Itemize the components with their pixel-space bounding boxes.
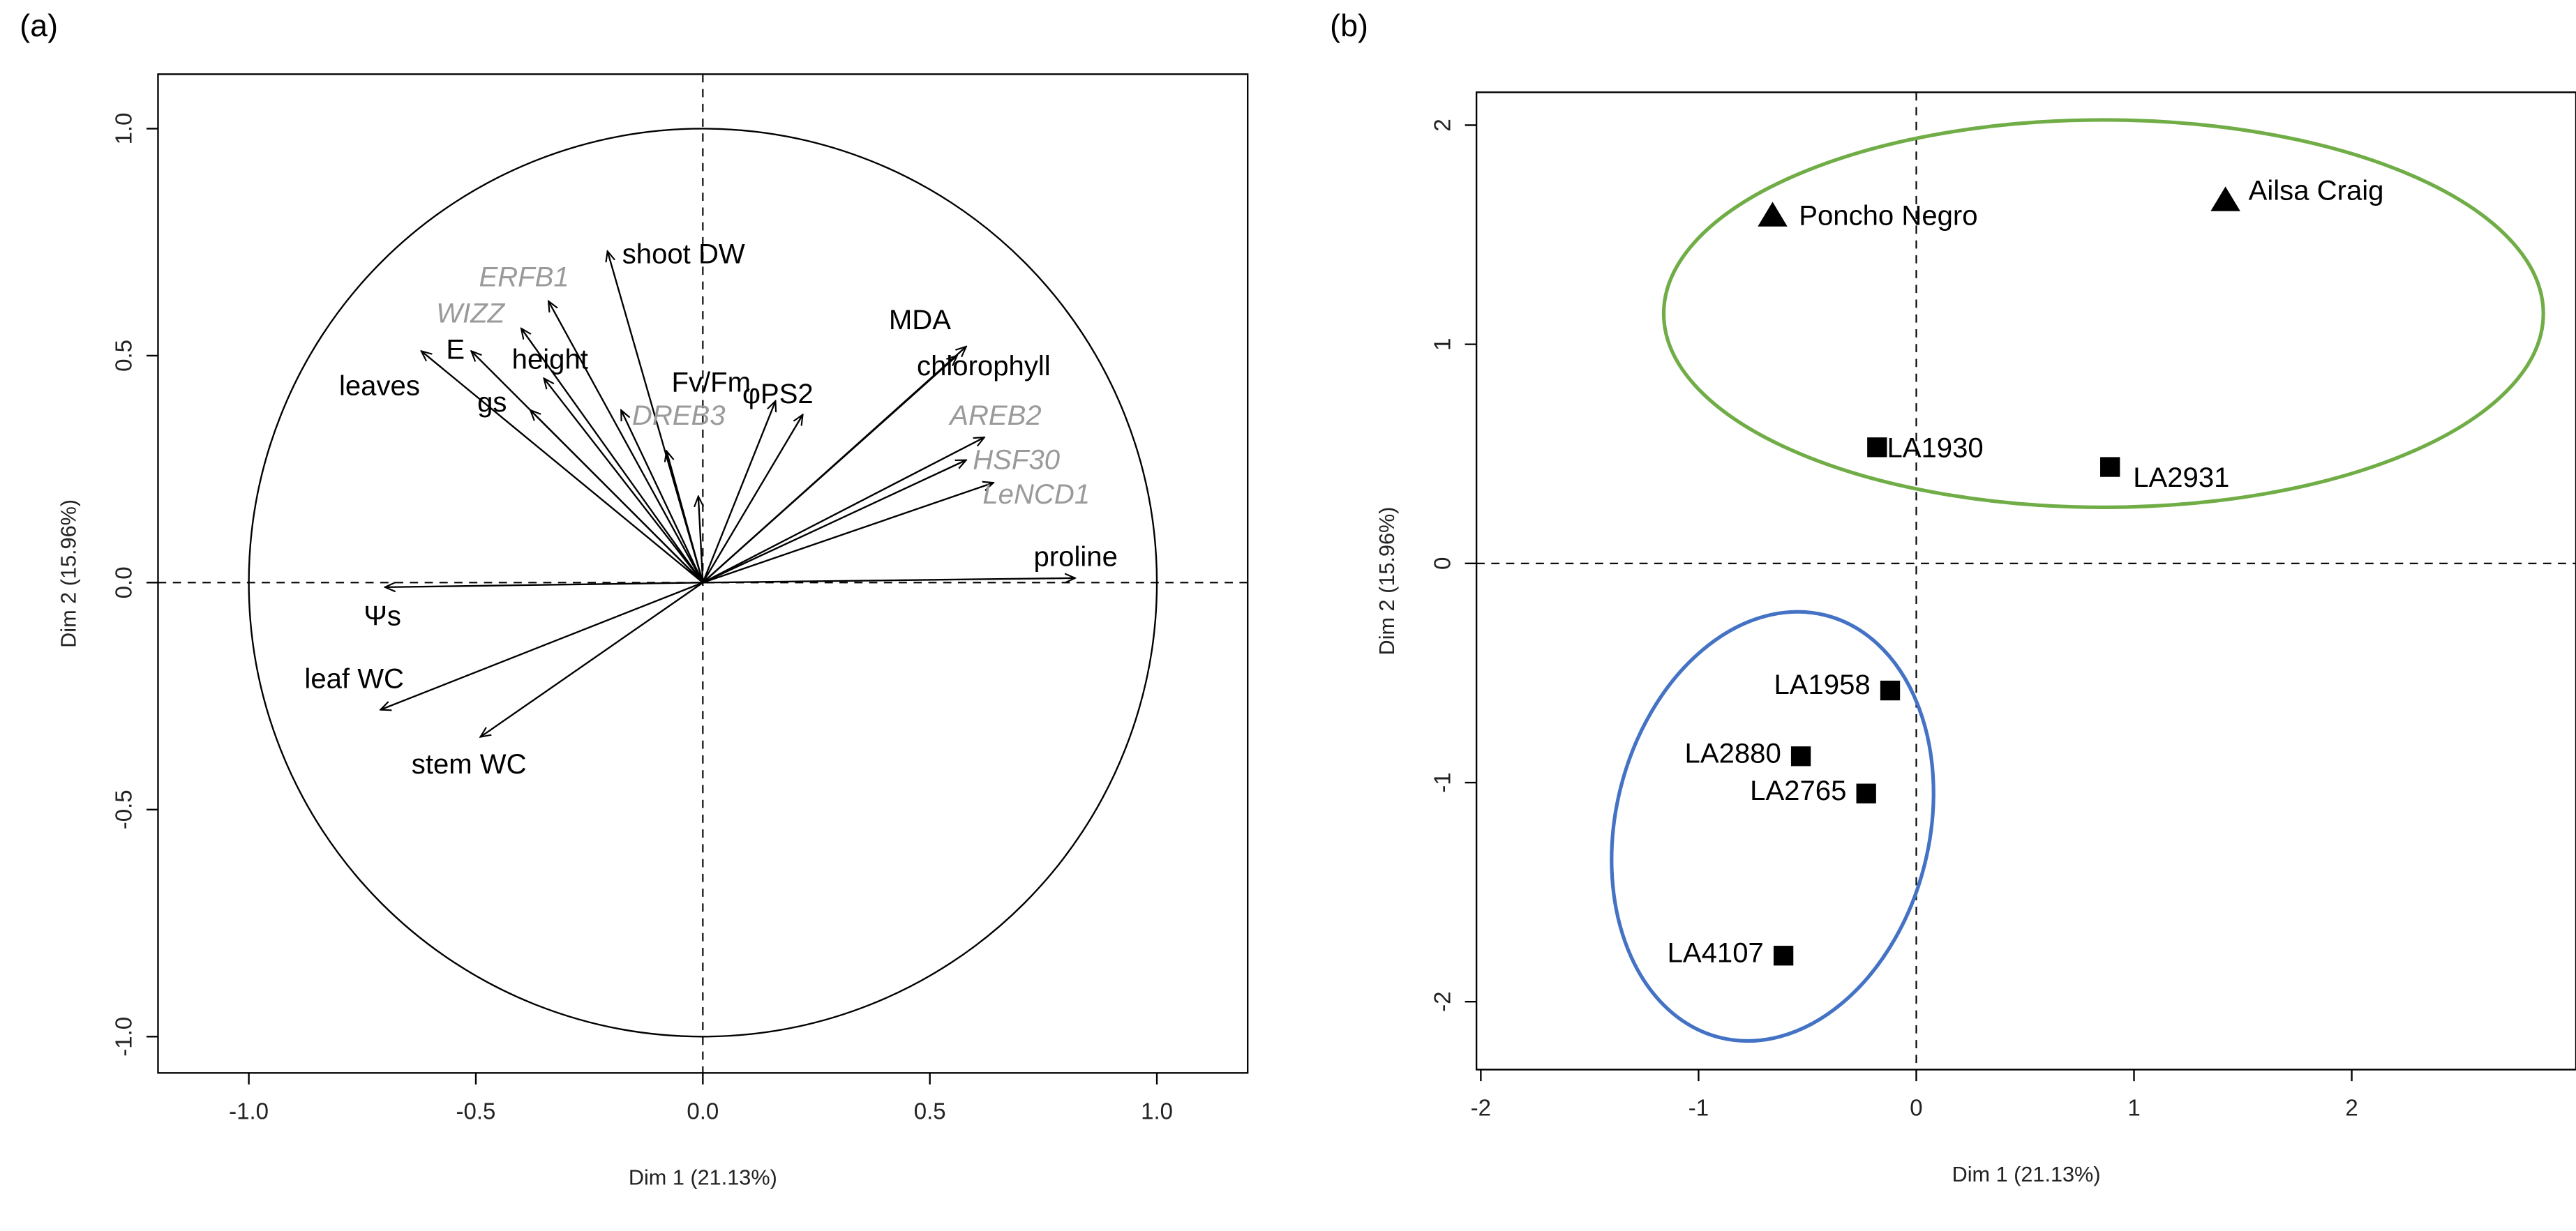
x-tick-label: 1 — [2127, 1095, 2140, 1121]
variable-label: stem WC — [412, 749, 527, 780]
variable-arrow — [608, 251, 704, 583]
plot-frame — [1475, 91, 2576, 1071]
variable-arrow — [544, 378, 704, 584]
x-tick-label: 1.0 — [1141, 1098, 1173, 1124]
variable-arrow — [703, 578, 1075, 583]
panel-b-individuals-plot: -2 -1 0 1 2 -2 -1 0 1 2 Dim 1 (21.13%) Dim 2 (15.96… — [1375, 91, 2576, 1186]
y-tick-label: 0.5 — [111, 340, 137, 372]
variable-label: LeNCD1 — [982, 479, 1090, 510]
x-tick-label: -1 — [1688, 1095, 1709, 1121]
variable-label: leaf WC — [304, 663, 404, 694]
variable-label: WIZZ — [436, 299, 505, 329]
x-tick-label: 2 — [2345, 1095, 2358, 1121]
variable-label: MDA — [889, 305, 951, 335]
variable-label: shoot DW — [622, 239, 745, 270]
cluster-ellipse — [1661, 118, 2545, 509]
variable-arrow — [702, 401, 775, 583]
variable-label: height — [512, 345, 588, 375]
variable-arrow — [698, 497, 703, 583]
y-tick-label: 0.0 — [111, 566, 137, 598]
y-tick-label: -0.5 — [111, 790, 137, 829]
point-label: Poncho Negro — [1799, 200, 1977, 231]
variable-label: AREB2 — [948, 400, 1041, 431]
point-label: LA1930 — [1887, 432, 1983, 463]
point-label: LA2880 — [1685, 739, 1781, 769]
panel-a-variables-plot: -1.0 -0.5 0.0 0.5 1.0 -1.0 -0.5 0.0 0.5 1.0 Dim 1 … — [57, 73, 1249, 1190]
variable-arrow — [621, 410, 704, 583]
y-tick-label: -2 — [1429, 992, 1455, 1012]
x-tick-label: 0 — [1910, 1095, 1922, 1121]
triangle-point-marker — [1758, 202, 1788, 227]
square-point-marker — [1773, 946, 1794, 966]
variable-label: proline — [1034, 542, 1118, 573]
variable-arrow — [385, 582, 703, 587]
y-tick-label: 2 — [1429, 119, 1455, 131]
x-tick-label: 0.0 — [687, 1098, 719, 1124]
variable-arrow — [480, 582, 704, 737]
variable-arrow — [421, 351, 704, 584]
square-point-marker — [1856, 783, 1876, 803]
variable-label: leaves — [339, 370, 420, 401]
y-axis-title: Dim 2 (15.96%) — [57, 499, 81, 648]
variable-arrow — [530, 410, 704, 584]
panel-b-label: (b) — [1330, 8, 1368, 43]
square-point-marker — [2100, 457, 2120, 477]
variable-arrow — [702, 437, 984, 584]
y-tick-label: 0 — [1429, 557, 1455, 570]
point-label: LA4107 — [1668, 938, 1764, 969]
y-tick-label: 1 — [1429, 338, 1455, 350]
variable-label: DREB3 — [632, 400, 726, 431]
y-axis-title: Dim 2 (15.96%) — [1375, 506, 1399, 655]
variable-label: HSF30 — [973, 445, 1060, 476]
y-tick-label: -1.0 — [111, 1017, 137, 1057]
square-point-marker — [1867, 437, 1887, 458]
x-tick-label: -1.0 — [229, 1098, 269, 1124]
point-label: LA1958 — [1774, 670, 1870, 700]
triangle-point-marker — [2210, 186, 2240, 211]
variable-label: Ψs — [364, 601, 401, 632]
x-tick-label: -0.5 — [456, 1098, 496, 1124]
unit-circle — [248, 128, 1158, 1038]
variable-arrow — [380, 582, 703, 709]
x-tick-label: 0.5 — [914, 1098, 946, 1124]
y-tick-label: -1 — [1429, 772, 1455, 792]
variable-arrow — [548, 301, 704, 583]
variable-arrow — [702, 460, 966, 584]
cluster-ellipse — [1610, 610, 1935, 1043]
y-tick-label: 1.0 — [111, 113, 137, 145]
variable-label: φPS2 — [742, 379, 814, 409]
point-label: Ailsa Craig — [2249, 175, 2384, 206]
variable-label: E — [446, 334, 465, 365]
point-label: LA2931 — [2133, 462, 2229, 493]
x-axis-title: Dim 1 (21.13%) — [1952, 1163, 2101, 1186]
square-point-marker — [1790, 746, 1811, 766]
x-tick-label: -2 — [1471, 1095, 1491, 1121]
variable-label: ERFB1 — [479, 262, 569, 293]
variable-arrow — [702, 415, 802, 583]
point-label: LA2765 — [1750, 776, 1846, 806]
square-point-marker — [1880, 680, 1901, 701]
x-axis-title: Dim 1 (21.13%) — [629, 1166, 777, 1190]
variable-arrow — [702, 483, 993, 584]
variable-label: chlorophyll — [917, 351, 1051, 382]
variable-label: gs — [477, 387, 507, 418]
variable-arrow — [521, 328, 704, 584]
panel-a-label: (a) — [20, 8, 58, 43]
variable-arrow — [702, 356, 957, 584]
variable-label: Fv/Fm — [672, 368, 751, 398]
